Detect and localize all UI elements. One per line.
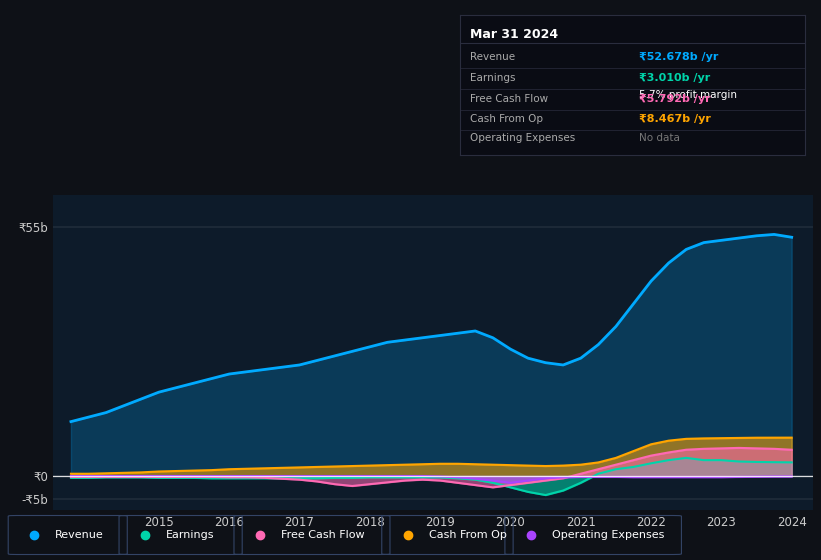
- Text: Earnings: Earnings: [166, 530, 214, 540]
- Text: Cash From Op: Cash From Op: [470, 114, 544, 124]
- Text: Cash From Op: Cash From Op: [429, 530, 507, 540]
- Text: Mar 31 2024: Mar 31 2024: [470, 27, 558, 41]
- Text: Free Cash Flow: Free Cash Flow: [281, 530, 365, 540]
- Text: No data: No data: [640, 133, 681, 143]
- Text: ₹52.678b /yr: ₹52.678b /yr: [640, 52, 718, 62]
- Text: Earnings: Earnings: [470, 73, 516, 83]
- Text: Revenue: Revenue: [470, 52, 516, 62]
- Text: Revenue: Revenue: [55, 530, 103, 540]
- Text: Operating Expenses: Operating Expenses: [470, 133, 576, 143]
- Text: Operating Expenses: Operating Expenses: [552, 530, 664, 540]
- Text: Free Cash Flow: Free Cash Flow: [470, 94, 548, 104]
- Text: ₹5.792b /yr: ₹5.792b /yr: [640, 94, 711, 104]
- Text: ₹3.010b /yr: ₹3.010b /yr: [640, 73, 711, 83]
- Text: 5.7% profit margin: 5.7% profit margin: [640, 90, 737, 100]
- Text: ₹8.467b /yr: ₹8.467b /yr: [640, 114, 711, 124]
